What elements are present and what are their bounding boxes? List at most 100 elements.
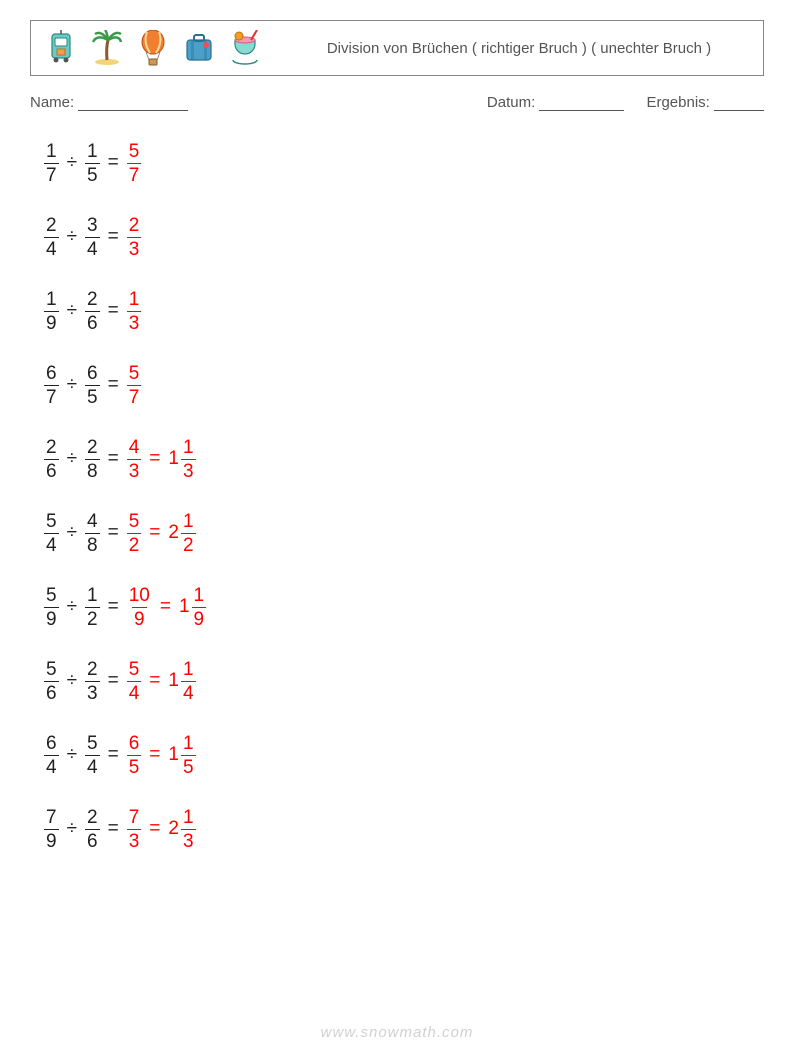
header-box: Division von Brüchen ( richtiger Bruch )… <box>30 20 764 76</box>
mixed-number: 213 <box>168 808 195 851</box>
fraction: 109 <box>127 586 152 629</box>
worksheet-page: Division von Brüchen ( richtiger Bruch )… <box>0 0 794 871</box>
mixed-number: 114 <box>168 660 195 703</box>
problem-row: 64÷54=65=115 <box>44 733 764 777</box>
mixed-number: 212 <box>168 512 195 555</box>
fraction: 43 <box>127 438 142 481</box>
fraction: 48 <box>85 512 100 555</box>
fraction: 65 <box>85 364 100 407</box>
equals-sign: = <box>100 744 127 766</box>
fraction: 26 <box>44 438 59 481</box>
mixed-number: 119 <box>179 586 206 629</box>
equals-sign: = <box>100 596 127 618</box>
result-label: Ergebnis: <box>646 94 709 111</box>
fraction: 15 <box>85 142 100 185</box>
fraction: 54 <box>127 660 142 703</box>
fraction: 23 <box>127 216 142 259</box>
cocktail-icon <box>229 30 261 66</box>
date-blank <box>539 97 624 111</box>
divide-operator: ÷ <box>59 226 85 248</box>
suitcase-icon <box>183 30 215 66</box>
name-field: Name: <box>30 94 487 111</box>
divide-operator: ÷ <box>59 300 85 322</box>
equals-sign: = <box>100 448 127 470</box>
problem-row: 17÷15=57 <box>44 141 764 185</box>
fraction: 57 <box>127 142 142 185</box>
equals-sign: = <box>100 300 127 322</box>
balloon-icon <box>137 30 169 66</box>
divide-operator: ÷ <box>59 522 85 544</box>
fraction: 23 <box>85 660 100 703</box>
fraction: 12 <box>181 512 196 555</box>
fraction: 56 <box>44 660 59 703</box>
header-icons <box>31 26 275 70</box>
palm-tree-icon <box>91 30 123 66</box>
mixed-number: 115 <box>168 734 195 777</box>
whole-part: 2 <box>168 818 181 840</box>
fraction: 13 <box>181 808 196 851</box>
fraction: 12 <box>85 586 100 629</box>
fraction: 65 <box>127 734 142 777</box>
fraction: 54 <box>85 734 100 777</box>
problem-row: 67÷65=57 <box>44 363 764 407</box>
equals-sign: = <box>100 226 127 248</box>
problem-row: 59÷12=109=119 <box>44 585 764 629</box>
fraction: 26 <box>85 290 100 333</box>
fraction: 26 <box>85 808 100 851</box>
fraction: 14 <box>181 660 196 703</box>
result-field: Ergebnis: <box>646 94 764 111</box>
fraction: 34 <box>85 216 100 259</box>
divide-operator: ÷ <box>59 744 85 766</box>
name-blank <box>78 97 188 111</box>
equals-sign: = <box>141 448 168 470</box>
fraction: 67 <box>44 364 59 407</box>
divide-operator: ÷ <box>59 596 85 618</box>
equals-sign: = <box>100 670 127 692</box>
divide-operator: ÷ <box>59 152 85 174</box>
fraction: 73 <box>127 808 142 851</box>
fraction: 24 <box>44 216 59 259</box>
fraction: 13 <box>127 290 142 333</box>
meta-row: Name: Datum: Ergebnis: <box>30 94 764 111</box>
date-label: Datum: <box>487 94 535 111</box>
fraction: 19 <box>44 290 59 333</box>
equals-sign: = <box>100 522 127 544</box>
whole-part: 1 <box>179 596 192 618</box>
divide-operator: ÷ <box>59 374 85 396</box>
watermark: www.snowmath.com <box>0 1024 794 1041</box>
fraction: 15 <box>181 734 196 777</box>
equals-sign: = <box>152 596 179 618</box>
equals-sign: = <box>141 818 168 840</box>
whole-part: 2 <box>168 522 181 544</box>
fraction: 79 <box>44 808 59 851</box>
equals-sign: = <box>100 818 127 840</box>
fraction: 64 <box>44 734 59 777</box>
fraction: 28 <box>85 438 100 481</box>
divide-operator: ÷ <box>59 670 85 692</box>
name-label: Name: <box>30 94 74 111</box>
whole-part: 1 <box>168 670 181 692</box>
problems-list: 17÷15=5724÷34=2319÷26=1367÷65=5726÷28=43… <box>30 141 764 851</box>
whole-part: 1 <box>168 744 181 766</box>
divide-operator: ÷ <box>59 448 85 470</box>
equals-sign: = <box>141 670 168 692</box>
divide-operator: ÷ <box>59 818 85 840</box>
equals-sign: = <box>100 374 127 396</box>
problem-row: 19÷26=13 <box>44 289 764 333</box>
problem-row: 56÷23=54=114 <box>44 659 764 703</box>
equals-sign: = <box>141 522 168 544</box>
fraction: 19 <box>192 586 207 629</box>
fraction: 54 <box>44 512 59 555</box>
worksheet-title: Division von Brüchen ( richtiger Bruch )… <box>275 32 763 65</box>
date-field: Datum: <box>487 94 625 111</box>
fraction: 52 <box>127 512 142 555</box>
fraction: 17 <box>44 142 59 185</box>
problem-row: 54÷48=52=212 <box>44 511 764 555</box>
problem-row: 79÷26=73=213 <box>44 807 764 851</box>
fraction: 59 <box>44 586 59 629</box>
equals-sign: = <box>141 744 168 766</box>
whole-part: 1 <box>168 448 181 470</box>
fraction: 13 <box>181 438 196 481</box>
tram-icon <box>45 30 77 66</box>
equals-sign: = <box>100 152 127 174</box>
